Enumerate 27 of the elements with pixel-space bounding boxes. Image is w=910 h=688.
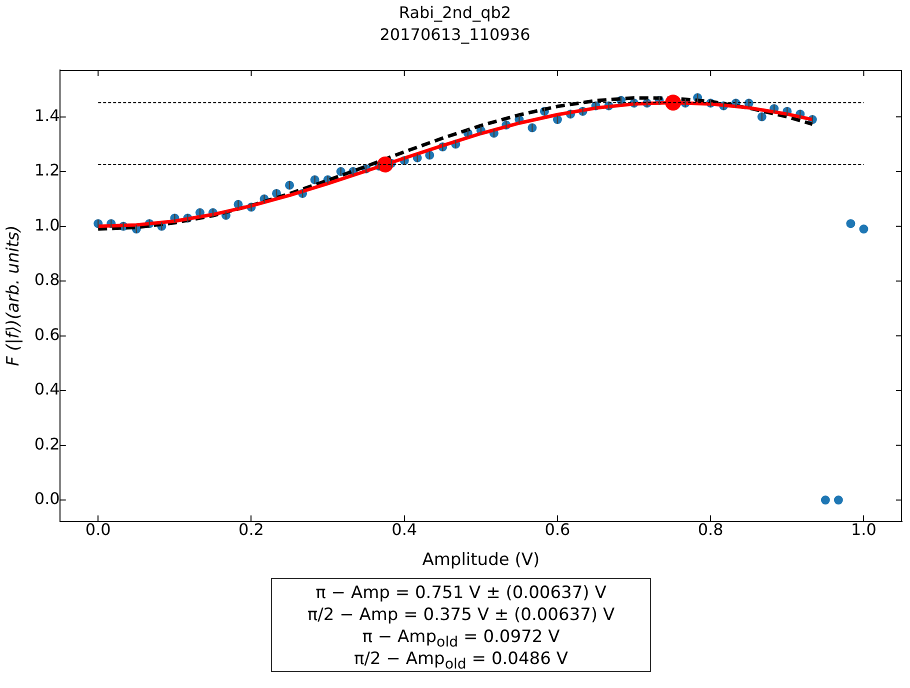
text: π/2 − Amp = 0.375 V ± (0.00637) V [306, 604, 616, 626]
x-tick-label: 1.0 [850, 520, 876, 540]
point [859, 224, 868, 234]
text: π − Amp = 0.751 V ± (0.00637) V [314, 582, 608, 604]
y-tick-label: 1.2 [34, 160, 60, 180]
chart-subtitle: 20170613_110936 [378, 24, 532, 46]
x-tick-label: 0.6 [544, 520, 570, 540]
text: π − Amp$_{old}$ = 0.0972 V [361, 626, 561, 650]
text: π/2 − Amp$_{old}$ = 0.0486 V [353, 648, 569, 672]
y-tick-label: 1.4 [34, 106, 60, 125]
point [665, 94, 682, 111]
x-tick-label: 0.8 [698, 520, 724, 540]
y-axis-title: F (|f⟩)(arb. units) [4, 225, 24, 366]
x-tick-label: 0.4 [392, 520, 418, 540]
y-tick-label: 0.8 [34, 270, 60, 290]
point [834, 496, 843, 505]
x-axis-title: Amplitude (V) [422, 550, 540, 570]
chart-title: Rabi_2nd_qb2 [398, 2, 512, 24]
y-tick-label: 1.0 [34, 215, 60, 234]
y-tick-label: 0.6 [34, 324, 60, 344]
point [820, 496, 830, 505]
y-tick-label: 0.2 [34, 434, 60, 454]
y-tick-label: 0.4 [34, 380, 60, 399]
y-tick-label: 0.0 [34, 489, 60, 508]
x-tick-label: 0.0 [85, 520, 111, 540]
point [846, 219, 856, 228]
x-tick-label: 0.2 [238, 520, 264, 540]
